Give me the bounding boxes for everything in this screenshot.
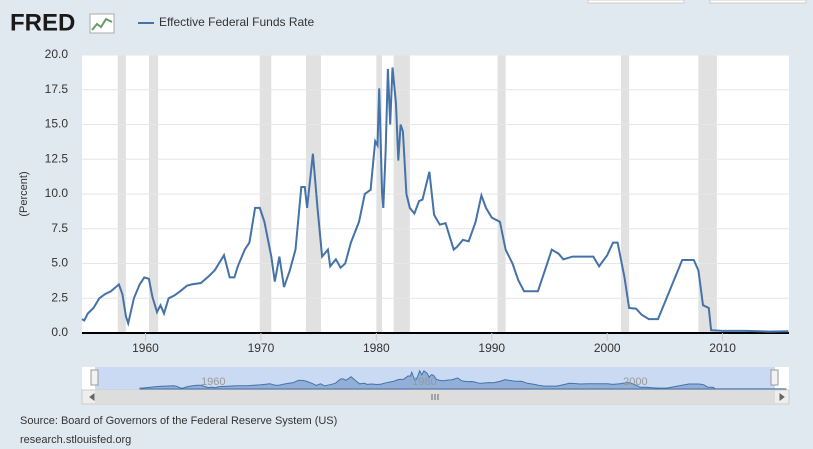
y-tick-label: 7.5: [51, 221, 68, 235]
logo-icon: [89, 13, 115, 34]
y-tick-label: 12.5: [45, 151, 69, 165]
logo: FRED: [10, 9, 75, 36]
y-tick-label: 10.0: [45, 186, 69, 200]
legend-label: Effective Federal Funds Rate: [159, 15, 315, 29]
x-tick-label: 2010: [709, 341, 736, 355]
navigator-tick-label: 1980: [412, 376, 436, 388]
source: Source: Board of Governors of the Federa…: [20, 415, 337, 427]
x-tick-label: 1980: [363, 341, 390, 355]
navigator-tick-label: 1960: [201, 376, 225, 388]
top-button[interactable]: [587, 0, 685, 4]
navigator-handle[interactable]: [770, 369, 779, 386]
y-tick-label: 5.0: [51, 256, 68, 270]
navigator-tick-label: 2000: [623, 376, 647, 388]
navigator-area: [139, 369, 787, 390]
y-tick-label: 2.5: [51, 290, 68, 304]
x-tick-label: 2000: [594, 341, 621, 355]
x-tick-label: 1970: [248, 341, 275, 355]
y-axis-label: (Percent): [18, 171, 30, 216]
y-tick-label: 0.0: [51, 325, 68, 339]
y-tick-label: 17.5: [45, 82, 69, 96]
y-tick-label: 20.0: [45, 47, 69, 61]
scrollbar-icons: [89, 393, 785, 401]
series-line: [81, 67, 789, 333]
y-tick-label: 15.0: [45, 117, 69, 131]
top-button[interactable]: [709, 0, 807, 4]
x-tick-label: 1960: [132, 341, 159, 355]
x-tick-label: 1990: [478, 341, 505, 355]
navigator-handle[interactable]: [90, 369, 99, 386]
site: research.stlouisfed.org: [20, 434, 131, 446]
